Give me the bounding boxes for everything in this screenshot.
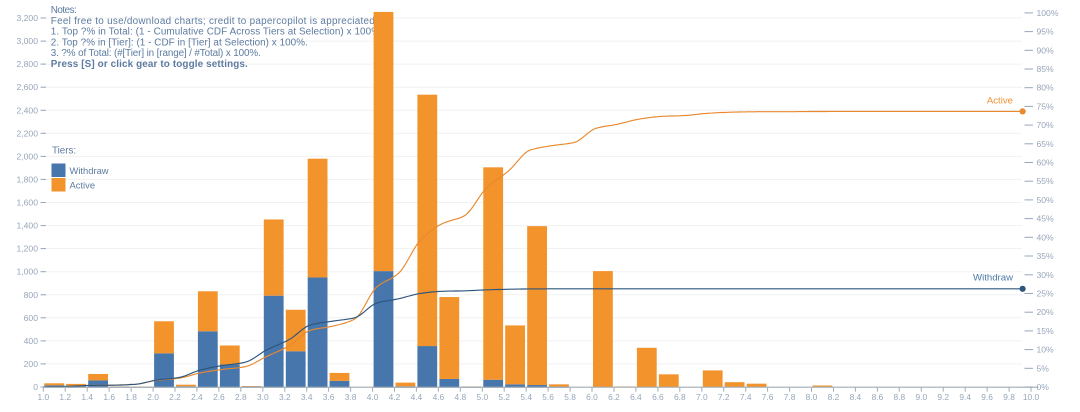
svg-text:9.0: 9.0 — [915, 392, 927, 402]
svg-text:70%: 70% — [1037, 120, 1055, 130]
svg-text:8.8: 8.8 — [893, 392, 905, 402]
svg-text:2.8: 2.8 — [235, 392, 247, 402]
svg-text:5.4: 5.4 — [520, 392, 532, 402]
svg-text:Withdraw: Withdraw — [70, 165, 109, 176]
svg-text:45%: 45% — [1037, 214, 1055, 224]
svg-text:1.2: 1.2 — [59, 392, 71, 402]
svg-text:3.6: 3.6 — [323, 392, 335, 402]
svg-text:5.2: 5.2 — [498, 392, 510, 402]
svg-text:6.2: 6.2 — [608, 392, 620, 402]
svg-text:90%: 90% — [1037, 45, 1055, 55]
svg-text:1.0: 1.0 — [37, 392, 49, 402]
svg-text:3,200: 3,200 — [16, 13, 38, 23]
svg-text:9.4: 9.4 — [959, 392, 971, 402]
svg-text:2,800: 2,800 — [16, 59, 38, 69]
svg-text:Active: Active — [987, 95, 1013, 106]
svg-text:4.4: 4.4 — [411, 392, 423, 402]
svg-text:2,600: 2,600 — [16, 82, 38, 92]
svg-text:5.0: 5.0 — [476, 392, 488, 402]
svg-text:6.6: 6.6 — [652, 392, 664, 402]
svg-text:1.6: 1.6 — [103, 392, 115, 402]
svg-text:600: 600 — [24, 313, 39, 323]
svg-text:9.8: 9.8 — [1003, 392, 1015, 402]
svg-text:55%: 55% — [1037, 176, 1055, 186]
svg-text:1,000: 1,000 — [16, 267, 38, 277]
svg-text:80%: 80% — [1037, 83, 1055, 93]
svg-text:30%: 30% — [1037, 270, 1055, 280]
svg-text:7.2: 7.2 — [718, 392, 730, 402]
svg-text:2,200: 2,200 — [16, 128, 38, 138]
svg-text:2. Top ?% in [Tier]: (1 - CDF: 2. Top ?% in [Tier]: (1 - CDF in [Tier] … — [51, 38, 308, 49]
svg-text:2.4: 2.4 — [191, 392, 203, 402]
svg-text:65%: 65% — [1037, 139, 1055, 149]
svg-text:1,400: 1,400 — [16, 221, 38, 231]
svg-text:95%: 95% — [1037, 27, 1055, 37]
svg-text:8.0: 8.0 — [806, 392, 818, 402]
svg-text:50%: 50% — [1037, 195, 1055, 205]
svg-text:3.4: 3.4 — [301, 392, 313, 402]
svg-text:5%: 5% — [1037, 363, 1050, 373]
svg-text:15%: 15% — [1037, 326, 1055, 336]
svg-text:8.4: 8.4 — [850, 392, 862, 402]
svg-text:4.2: 4.2 — [389, 392, 401, 402]
svg-text:Withdraw: Withdraw — [973, 272, 1013, 283]
svg-text:4.6: 4.6 — [433, 392, 445, 402]
svg-text:9.6: 9.6 — [981, 392, 993, 402]
svg-text:1,800: 1,800 — [16, 174, 38, 184]
svg-text:60%: 60% — [1037, 158, 1055, 168]
svg-text:3.8: 3.8 — [345, 392, 357, 402]
svg-text:200: 200 — [24, 359, 39, 369]
svg-text:10%: 10% — [1037, 345, 1055, 355]
svg-text:1.4: 1.4 — [81, 392, 93, 402]
svg-text:5.6: 5.6 — [542, 392, 554, 402]
svg-text:85%: 85% — [1037, 64, 1055, 74]
svg-text:6.4: 6.4 — [630, 392, 642, 402]
svg-text:25%: 25% — [1037, 289, 1055, 299]
svg-text:0: 0 — [33, 382, 38, 392]
svg-text:6.0: 6.0 — [586, 392, 598, 402]
svg-text:4.8: 4.8 — [454, 392, 466, 402]
svg-text:Tiers:: Tiers: — [52, 146, 76, 157]
svg-text:0%: 0% — [1037, 382, 1050, 392]
svg-text:4.0: 4.0 — [367, 392, 379, 402]
svg-text:7.4: 7.4 — [740, 392, 752, 402]
svg-text:40%: 40% — [1037, 232, 1055, 242]
svg-text:Feel free to use/download char: Feel free to use/download charts; credit… — [51, 16, 375, 27]
svg-text:100%: 100% — [1037, 8, 1059, 18]
svg-text:35%: 35% — [1037, 251, 1055, 261]
svg-text:1. Top ?% in Total: (1 - Cumul: 1. Top ?% in Total: (1 - Cumulative CDF … — [51, 27, 383, 38]
svg-text:1.8: 1.8 — [125, 392, 137, 402]
svg-text:75%: 75% — [1037, 101, 1055, 111]
svg-text:400: 400 — [24, 336, 39, 346]
svg-text:7.8: 7.8 — [784, 392, 796, 402]
svg-text:Active: Active — [70, 179, 96, 190]
svg-text:Press [S] or click gear to tog: Press [S] or click gear to toggle settin… — [51, 59, 248, 70]
svg-text:8.6: 8.6 — [872, 392, 884, 402]
svg-text:6.8: 6.8 — [674, 392, 686, 402]
svg-text:3,000: 3,000 — [16, 36, 38, 46]
svg-text:3. ?% of Total: (#[Tier] in [r: 3. ?% of Total: (#[Tier] in [range] / #T… — [51, 48, 261, 59]
svg-text:10.0: 10.0 — [1023, 392, 1040, 402]
svg-text:Notes:: Notes: — [51, 5, 77, 16]
svg-text:8.2: 8.2 — [828, 392, 840, 402]
svg-text:2,400: 2,400 — [16, 105, 38, 115]
svg-text:2.6: 2.6 — [213, 392, 225, 402]
svg-text:3.2: 3.2 — [279, 392, 291, 402]
svg-text:2,000: 2,000 — [16, 151, 38, 161]
svg-text:2.2: 2.2 — [169, 392, 181, 402]
svg-text:1,600: 1,600 — [16, 198, 38, 208]
svg-text:1,200: 1,200 — [16, 244, 38, 254]
svg-text:9.2: 9.2 — [937, 392, 949, 402]
svg-text:800: 800 — [24, 290, 39, 300]
svg-text:3.0: 3.0 — [257, 392, 269, 402]
svg-text:5.8: 5.8 — [564, 392, 576, 402]
svg-text:7.0: 7.0 — [696, 392, 708, 402]
svg-text:2.0: 2.0 — [147, 392, 159, 402]
svg-text:7.6: 7.6 — [762, 392, 774, 402]
svg-text:20%: 20% — [1037, 307, 1055, 317]
